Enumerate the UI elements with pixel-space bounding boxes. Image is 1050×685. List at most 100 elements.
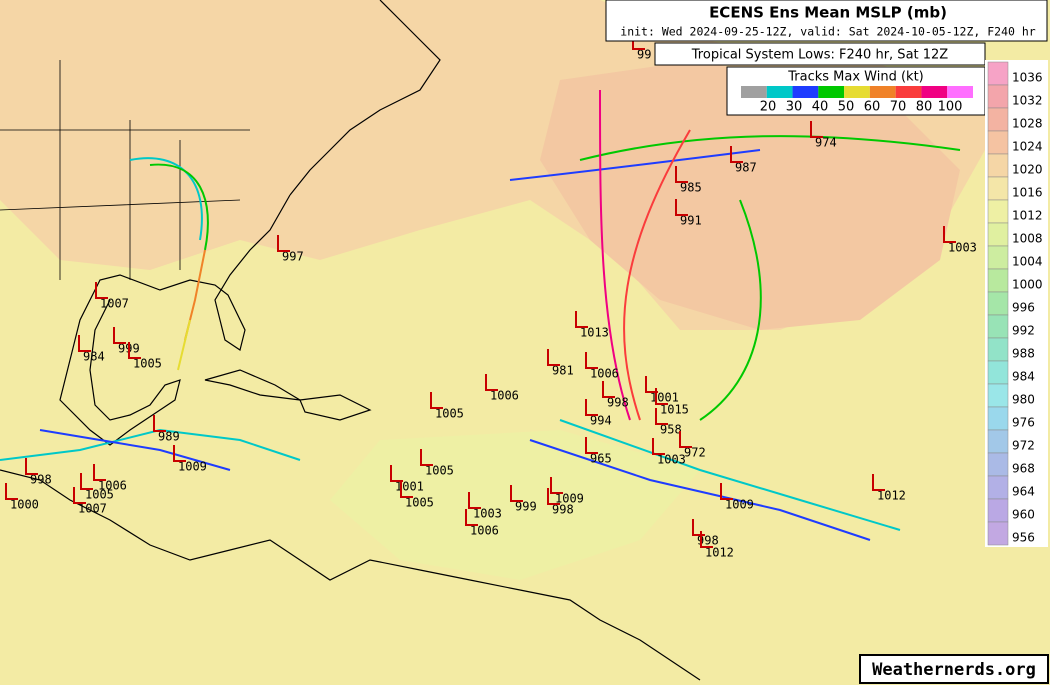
low-marker xyxy=(430,392,443,409)
low-label: 987 xyxy=(735,161,757,175)
track xyxy=(39,429,231,471)
wind-swatch xyxy=(818,86,845,98)
low-label: 1005 xyxy=(133,357,162,371)
low-label: 1006 xyxy=(470,524,499,538)
wind-label: 70 xyxy=(890,100,907,115)
low-label: 1003 xyxy=(473,507,502,521)
low-label: 998 xyxy=(30,473,52,487)
low-label: 1012 xyxy=(877,489,906,503)
low-label: 1015 xyxy=(660,403,689,417)
low-label: 989 xyxy=(158,430,180,444)
scale-band xyxy=(987,199,1009,224)
low-marker xyxy=(585,352,598,369)
low-label: 1006 xyxy=(490,389,519,403)
low-marker xyxy=(872,474,885,491)
low-label: 998 xyxy=(607,396,629,410)
low-marker xyxy=(602,381,615,398)
low-label: 984 xyxy=(83,350,105,364)
low-label: 1007 xyxy=(78,502,107,516)
watermark-box xyxy=(859,654,1049,684)
scale-band xyxy=(987,521,1009,546)
wind-swatch xyxy=(741,86,767,98)
wind-label: 20 xyxy=(760,100,777,115)
scale-label: 1028 xyxy=(1012,117,1043,131)
scale-label: 1016 xyxy=(1012,186,1043,200)
track xyxy=(579,135,961,161)
coastline xyxy=(0,469,701,681)
scale-band xyxy=(987,383,1009,408)
low-label: 998 xyxy=(697,534,719,548)
wind-label: 40 xyxy=(812,100,829,115)
subtitle: init: Wed 2024-09-25-12Z, valid: Sat 202… xyxy=(620,25,1035,39)
wind-label: 100 xyxy=(938,100,963,115)
scale-band xyxy=(987,222,1009,247)
low-label: 1006 xyxy=(590,367,619,381)
scale-label: 1024 xyxy=(1012,140,1043,154)
low-marker xyxy=(465,509,478,526)
scale-label: 1004 xyxy=(1012,255,1043,269)
track xyxy=(699,199,762,421)
scale-label: 964 xyxy=(1012,485,1035,499)
low-label: 1005 xyxy=(425,464,454,478)
low-marker xyxy=(173,445,186,462)
low-label: 1003 xyxy=(948,241,977,255)
track xyxy=(559,419,901,531)
wind-legend-title: Tracks Max Wind (kt) xyxy=(787,70,924,85)
low-label: 99 xyxy=(637,48,651,62)
scale-label: 992 xyxy=(1012,324,1035,338)
wind-swatch xyxy=(921,86,948,98)
low-marker xyxy=(400,481,413,498)
low-label: 972 xyxy=(684,446,706,460)
wind-label: 80 xyxy=(916,100,933,115)
low-marker xyxy=(730,146,743,163)
scale-label: 1008 xyxy=(1012,232,1043,246)
low-marker xyxy=(468,492,481,509)
coastline xyxy=(299,394,372,421)
scale-band xyxy=(987,429,1009,454)
scale-label: 1012 xyxy=(1012,209,1043,223)
low-marker xyxy=(277,235,290,252)
low-marker xyxy=(510,485,523,502)
low-marker xyxy=(113,327,126,344)
low-marker xyxy=(585,399,598,416)
scale-band xyxy=(987,130,1009,155)
wind-swatch xyxy=(844,86,870,98)
borders xyxy=(0,60,250,280)
lows: 997 1007 984 999 1005 989 1009 998 1000 … xyxy=(5,33,977,560)
scale-label: 996 xyxy=(1012,301,1035,315)
scale-label: 968 xyxy=(1012,462,1035,476)
coastlines xyxy=(0,0,701,681)
title: ECENS Ens Mean MSLP (mb) xyxy=(709,4,947,22)
low-marker xyxy=(655,388,668,405)
low-pressure-area xyxy=(330,430,700,580)
low-marker xyxy=(810,121,823,138)
low-marker xyxy=(390,465,403,482)
low-label: 1006 xyxy=(98,479,127,493)
low-marker xyxy=(720,483,733,500)
wind-swatches: 20 30 40 50 60 70 80 100 xyxy=(741,86,973,115)
low-label: 974 xyxy=(815,136,837,150)
wind-swatch xyxy=(947,86,973,98)
low-label: 1007 xyxy=(100,297,129,311)
low-label: 1012 xyxy=(705,546,734,560)
scale-band xyxy=(987,360,1009,385)
scale-band xyxy=(987,314,1009,339)
low-label: 1005 xyxy=(435,407,464,421)
low-marker xyxy=(679,431,692,448)
low-marker xyxy=(675,199,688,216)
lows-title: Tropical System Lows: F240 hr, Sat 12Z xyxy=(691,48,949,63)
low-marker xyxy=(95,282,108,299)
low-marker xyxy=(575,311,588,328)
title-box xyxy=(605,0,1048,42)
low-label: 981 xyxy=(552,364,574,378)
scale-band xyxy=(987,61,1009,86)
low-label: 1001 xyxy=(650,391,679,405)
scale-band xyxy=(987,84,1009,109)
low-label: 958 xyxy=(660,423,682,437)
low-label: 994 xyxy=(590,414,612,428)
low-label: 1005 xyxy=(85,488,114,502)
scale-label: 976 xyxy=(1012,416,1035,430)
track xyxy=(149,163,209,251)
low-marker xyxy=(78,335,91,352)
scale-label: 984 xyxy=(1012,370,1035,384)
